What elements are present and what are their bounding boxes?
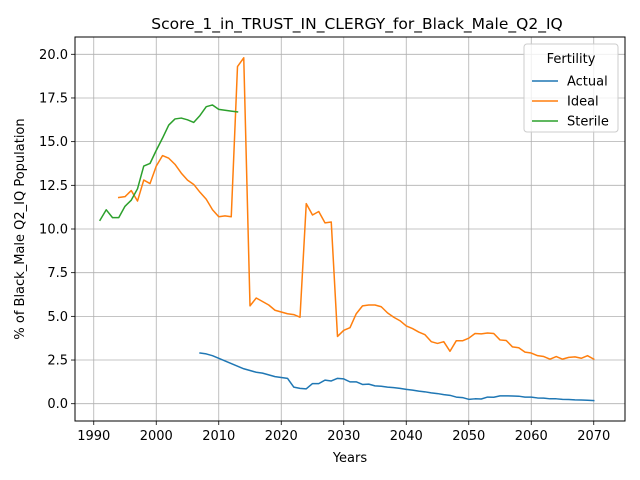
legend-label-actual: Actual bbox=[567, 75, 608, 90]
legend-label-sterile: Sterile bbox=[567, 115, 609, 130]
legend-title: Fertility bbox=[547, 52, 596, 67]
y-tick-label: 2.5 bbox=[47, 354, 68, 369]
legend: Fertility Actual Ideal Sterile bbox=[523, 43, 619, 133]
y-tick-label: 5.0 bbox=[47, 310, 68, 325]
x-tick-label: 2040 bbox=[390, 429, 423, 444]
x-tick-label: 2030 bbox=[327, 429, 360, 444]
y-axis-title: % of Black_Male Q2_IQ Population bbox=[13, 118, 28, 339]
x-tick-label: 2020 bbox=[265, 429, 298, 444]
series-line-actual bbox=[199, 352, 595, 402]
x-tick-label: 2000 bbox=[140, 429, 173, 444]
y-tick-label: 10.0 bbox=[39, 223, 68, 238]
grid-lines bbox=[75, 37, 625, 421]
x-tick-label: 2050 bbox=[452, 429, 485, 444]
legend-box bbox=[523, 43, 619, 133]
y-axis-ticks: 0.0 2.5 5.0 7.5 10.0 12.5 15.0 17.5 20.0 bbox=[39, 48, 75, 412]
series-line-ideal bbox=[117, 57, 595, 361]
x-tick-label: 2070 bbox=[577, 429, 610, 444]
chart-title: Score_1_in_TRUST_IN_CLERGY_for_Black_Mal… bbox=[151, 15, 562, 34]
legend-items: Actual Ideal Sterile bbox=[532, 75, 609, 130]
series-lines bbox=[98, 57, 595, 402]
x-tick-label: 2010 bbox=[202, 429, 235, 444]
x-axis-ticks: 1990 2000 2010 2020 2030 2040 2050 2060 2070 bbox=[77, 421, 610, 444]
y-tick-label: 20.0 bbox=[39, 48, 68, 63]
y-tick-label: 7.5 bbox=[47, 266, 68, 281]
y-tick-label: 0.0 bbox=[47, 397, 68, 412]
legend-label-ideal: Ideal bbox=[567, 95, 599, 110]
series-line-sterile bbox=[98, 104, 239, 222]
y-tick-label: 15.0 bbox=[39, 135, 68, 150]
y-tick-label: 12.5 bbox=[39, 179, 68, 194]
x-tick-label: 2060 bbox=[515, 429, 548, 444]
x-axis-title: Years bbox=[332, 451, 368, 466]
x-tick-label: 1990 bbox=[77, 429, 110, 444]
y-tick-label: 17.5 bbox=[39, 91, 68, 106]
